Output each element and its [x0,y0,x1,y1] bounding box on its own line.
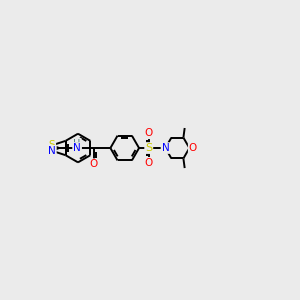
Text: N: N [73,143,81,153]
Text: O: O [90,159,98,169]
Text: S: S [145,143,152,153]
Text: O: O [145,128,153,138]
Text: N: N [161,143,169,153]
Text: O: O [189,143,197,153]
Text: S: S [49,140,55,150]
Text: H: H [74,139,81,148]
Text: O: O [145,158,153,168]
Text: N: N [48,146,56,156]
